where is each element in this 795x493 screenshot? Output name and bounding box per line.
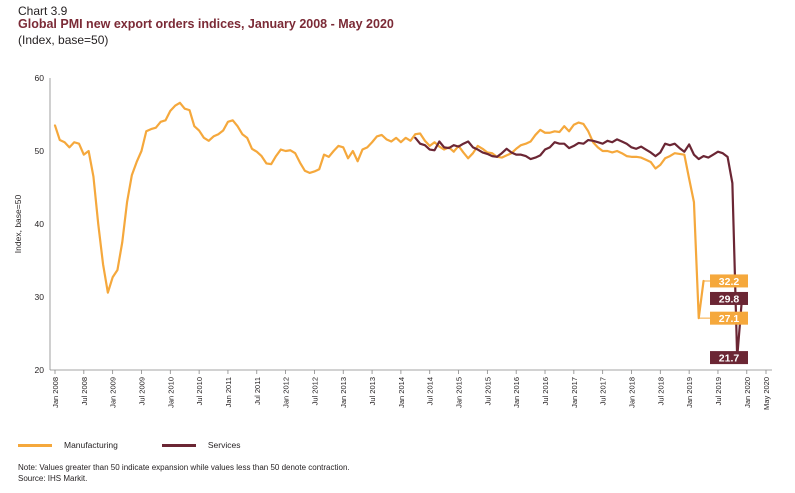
x-tick-label: Jul 2014 [426,377,435,405]
data-label: 32.2 [719,276,740,288]
data-label-box [710,311,748,325]
chart-number: Chart 3.9 [18,4,68,18]
x-tick-label: May 2020 [762,377,771,410]
legend-swatch-services [161,443,196,447]
source-text: Source: IHS Markit. [18,474,88,483]
x-tick-label: Jul 2012 [310,377,319,405]
x-tick-label: Jul 2017 [599,377,608,405]
data-label-box [710,291,748,305]
x-tick-label: Jul 2010 [195,377,204,405]
note-text: Note: Values greater than 50 indicate ex… [18,463,350,472]
series-line-manufacturing [53,101,705,320]
x-tick-label: Jan 2016 [512,377,521,408]
x-tick-label: Jan 2009 [109,377,118,408]
x-tick-label: Jan 2014 [397,377,406,408]
x-ticks: Jan 2008 Jul 2008 Jan 2009 Jul 2009 Jan 2010… [51,370,771,410]
x-tick-label: Jan 2013 [339,377,348,408]
x-tick-label: Jul 2019 [714,377,723,405]
y-tick-label: 40 [35,219,45,229]
data-label: 29.8 [719,293,740,305]
chart-title: Global PMI new export orders indices, Ja… [18,17,394,31]
y-axis-label: Index, base=50 [13,195,23,254]
x-tick-label: Jan 2010 [166,377,175,408]
data-label-box [710,351,748,365]
x-tick-label: Jan 2008 [51,377,60,408]
data-label-box [710,274,748,288]
x-tick-label: Jan 2018 [627,377,636,408]
y-tick-label: 50 [35,146,45,156]
x-tick-label: Jul 2008 [80,377,89,405]
series-lines [53,101,744,359]
x-tick-label: Jan 2012 [282,377,291,408]
legend-item-services: Services [161,440,241,450]
chart-subtitle: (Index, base=50) [18,33,109,47]
data-label: 27.1 [719,313,740,325]
legend-item-manufacturing: Manufacturing [18,440,118,450]
series-line-services [414,136,744,359]
legend-label-manufacturing: Manufacturing [64,440,118,450]
x-tick-label: Jan 2020 [743,377,752,408]
legend-swatch-manufacturing [18,443,52,447]
x-tick-label: Jul 2018 [656,377,665,405]
data-labels: 32.2 29.8 27.1 21.7 [698,274,748,365]
y-tick-label: 20 [35,365,45,375]
x-tick-label: Jul 2015 [483,377,492,405]
data-label: 21.7 [719,353,740,365]
legend: Manufacturing Services [18,440,284,450]
notes: Note: Values greater than 50 indicate ex… [18,462,350,484]
x-tick-label: Jan 2011 [224,377,233,407]
x-tick-label: Jul 2011 [253,377,262,405]
y-ticks: 20 30 40 50 60 [35,73,45,375]
x-tick-label: Jan 2017 [570,377,579,408]
x-tick-label: Jan 2015 [455,377,464,408]
y-tick-label: 60 [35,73,45,83]
x-tick-label: Jul 2013 [368,377,377,405]
x-tick-label: Jan 2019 [685,377,694,408]
legend-label-services: Services [207,440,241,450]
x-tick-label: Jul 2016 [541,377,550,405]
y-tick-label: 30 [35,292,45,302]
x-tick-label: Jul 2009 [137,377,146,405]
